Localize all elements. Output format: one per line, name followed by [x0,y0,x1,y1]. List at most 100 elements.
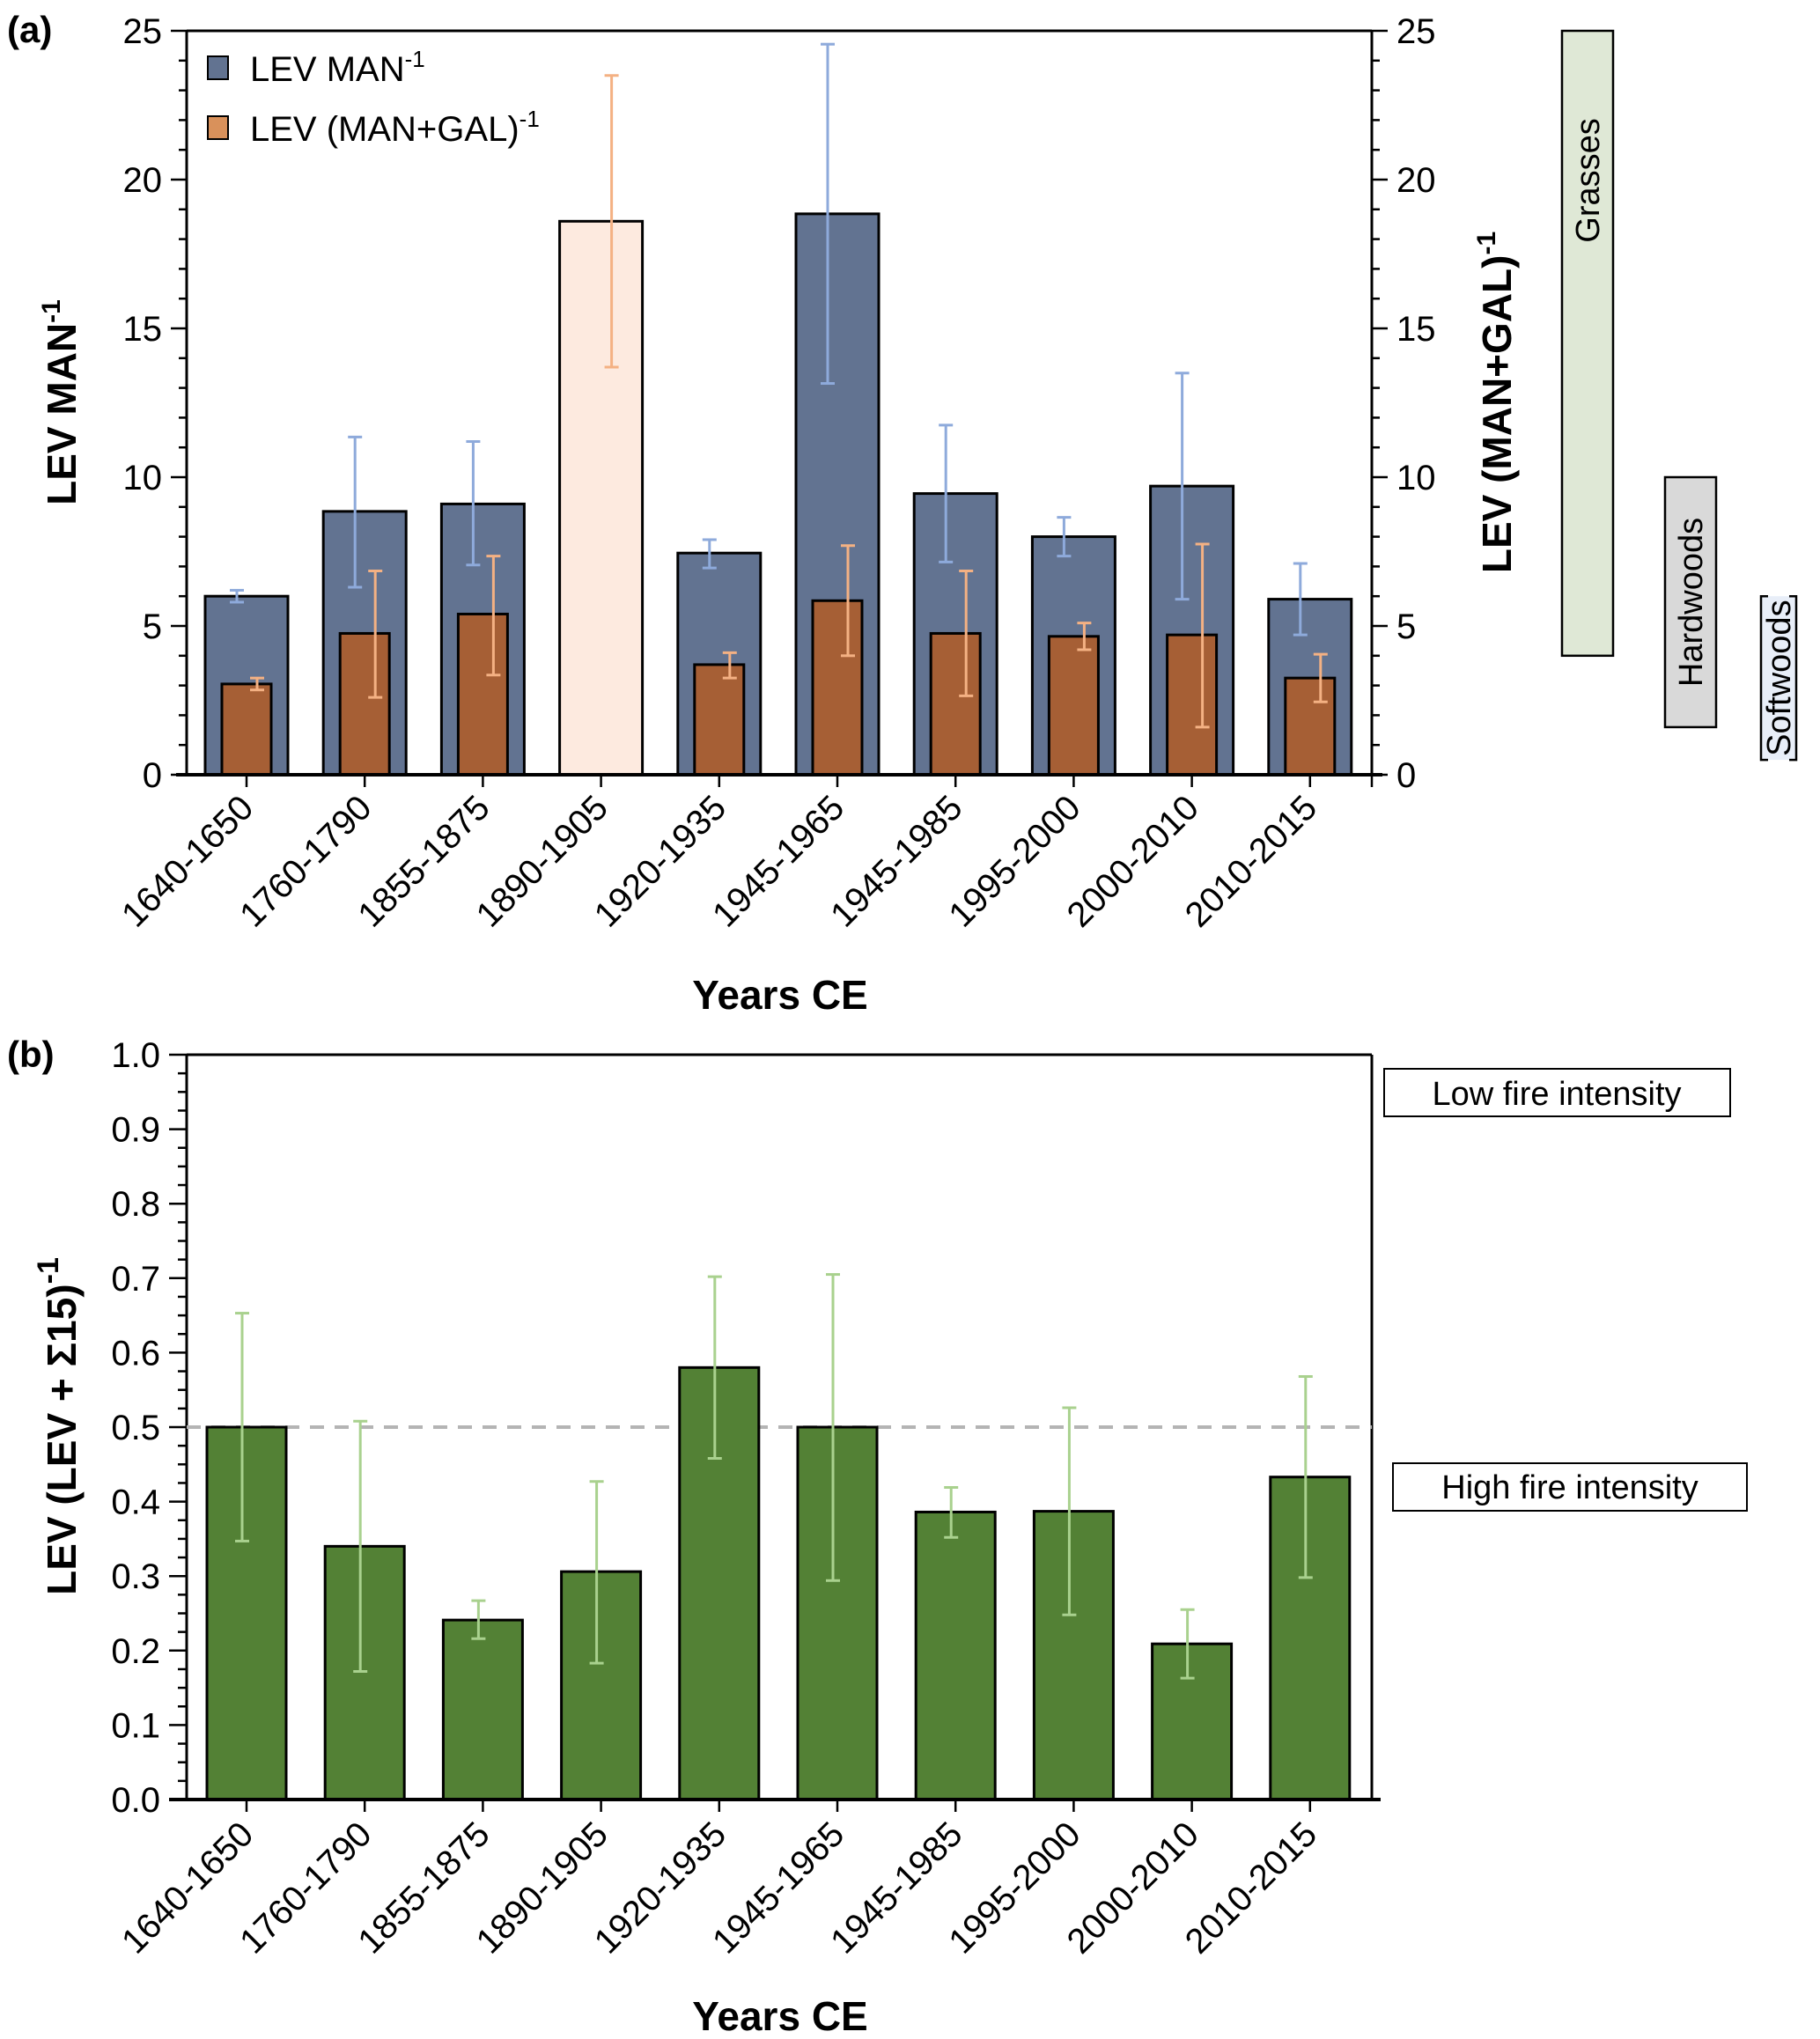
y-tick-label-right: 15 [1396,310,1436,349]
high-fire-intensity-label: High fire intensity [1441,1469,1698,1506]
bracket-right [1789,594,1798,762]
y-tick-label: 0.1 [111,1706,160,1745]
bar-lev-ratio [205,1425,288,1801]
bar-lev-ratio [323,1544,406,1801]
legend-label-lev-man-gal: LEV (MAN+GAL)-1 [250,106,540,149]
error-bar-lev-man [230,588,244,604]
panel-b-y-axis-title: LEV (LEV + Σ15)-1 [32,1257,85,1595]
panel-b: 0.00.10.20.30.40.50.60.70.80.91.01640-16… [111,1036,1381,1962]
bar-lev-man-gal [558,219,645,777]
error-bar-lev-man-gal [486,555,501,677]
error-bar-lev-ratio [353,1419,368,1673]
error-bar-lev-man-gal [959,569,974,697]
annotation-softwoods: Softwoods [1759,594,1798,762]
error-bar-lev-man [702,538,717,570]
y-tick-label: 0.4 [111,1483,160,1522]
bar-lev-man-gal [1166,633,1219,777]
bar-lev-ratio [441,1618,524,1801]
bar-lev-man-gal [811,599,864,777]
bar-lev-man-gal [456,612,509,777]
panel-a-y-axis-title: LEV MAN-1 [37,299,85,505]
y-tick-label: 0.9 [111,1111,160,1150]
bar-lev-ratio [796,1425,879,1801]
y-tick-label: 1.0 [111,1036,160,1075]
legend-swatch-lev-man-gal [207,115,229,140]
error-bar-lev-man [466,439,481,567]
error-bar-lev-man-gal [1077,622,1092,651]
panel-a-label: (a) [7,9,52,50]
y-tick-label: 0.3 [111,1557,160,1596]
y-tick-label: 0.7 [111,1260,160,1299]
error-bar-lev-man [1293,562,1308,637]
y-tick-label: 0.6 [111,1334,160,1373]
y-tick-label: 0.8 [111,1185,160,1224]
bar-lev-man-gal [929,631,982,777]
annotation-label: Softwoods [1761,600,1798,755]
y-tick-label: 0.0 [111,1781,160,1820]
panel-a-x-axis-title: Years CE [692,972,867,1018]
y-tick-label: 5 [143,607,162,646]
annotation-hardwoods: Hardwoods [1663,475,1718,729]
error-bar-lev-ratio [589,1480,604,1665]
error-bar-lev-man [821,42,835,386]
y-tick-label-right: 10 [1396,459,1436,497]
error-bar-lev-ratio [944,1486,959,1539]
bar-lev-ratio [560,1570,643,1801]
panel-b-label: (b) [7,1034,55,1075]
panel-a-y-axis-title-right: LEV (MAN+GAL)-1 [1472,232,1520,573]
bar-lev-man-gal [1047,635,1100,777]
bar-lev-man-gal [693,663,746,777]
error-bar-lev-ratio [1298,1374,1313,1579]
error-bar-lev-ratio [471,1599,486,1640]
error-bar-lev-man-gal [1195,542,1210,729]
y-tick-label: 0 [143,756,162,795]
bracket-left [1759,594,1768,762]
error-bar-lev-man [1175,372,1190,601]
annotation-box [1663,475,1718,729]
error-bar-lev-man-gal [722,651,737,680]
error-bar-lev-man-gal [841,544,855,658]
legend-label-lev-man: LEV MAN-1 [250,46,425,89]
bar-lev-ratio [1269,1476,1352,1801]
error-bar-lev-ratio [826,1273,840,1582]
bar-lev-ratio [678,1365,761,1801]
error-bar-lev-man-gal [604,74,619,369]
y-tick-label: 0.2 [111,1632,160,1671]
y-tick-label: 0.5 [111,1409,160,1447]
error-bar-lev-man [939,423,954,563]
bar-lev-ratio [914,1510,997,1801]
bar-lev-ratio [1151,1642,1234,1801]
bar-lev-man-gal [1284,676,1337,777]
bar-lev-ratio [1032,1510,1115,1801]
legend: LEV MAN-1 LEV (MAN+GAL)-1 [207,46,540,149]
bar-lev-man-gal [338,631,391,777]
y-tick-label: 20 [123,161,163,200]
error-bar-lev-ratio [1062,1406,1077,1616]
legend-swatch-lev-man [207,55,229,80]
y-tick-label: 25 [123,12,163,51]
y-tick-label-right: 0 [1396,756,1416,795]
annotation-grasses: Grasses [1560,29,1615,658]
annotation-box [1560,29,1615,658]
error-bar-lev-ratio [1180,1608,1195,1680]
error-bar-lev-man-gal [250,676,264,692]
error-bar-lev-ratio [235,1312,249,1542]
low-fire-intensity-label: Low fire intensity [1432,1076,1681,1113]
error-bar-lev-man-gal [368,569,383,699]
annotation-label: Hardwoods [1673,518,1710,687]
error-bar-lev-man [348,435,363,589]
y-tick-label: 15 [123,310,163,349]
low-fire-intensity-box: Low fire intensity [1383,1068,1731,1117]
y-tick-label: 10 [123,459,163,497]
panel-b-x-axis-title: Years CE [692,1993,867,2039]
y-tick-label-right: 25 [1396,12,1436,51]
high-fire-intensity-box: High fire intensity [1392,1462,1748,1512]
bar-lev-man-gal [220,682,273,777]
error-bar-lev-man-gal [1313,652,1328,703]
y-tick-label-right: 20 [1396,161,1436,200]
softwoods-fill [1761,596,1796,761]
annotation-label: Grasses [1570,118,1607,242]
y-tick-label-right: 5 [1396,607,1416,646]
